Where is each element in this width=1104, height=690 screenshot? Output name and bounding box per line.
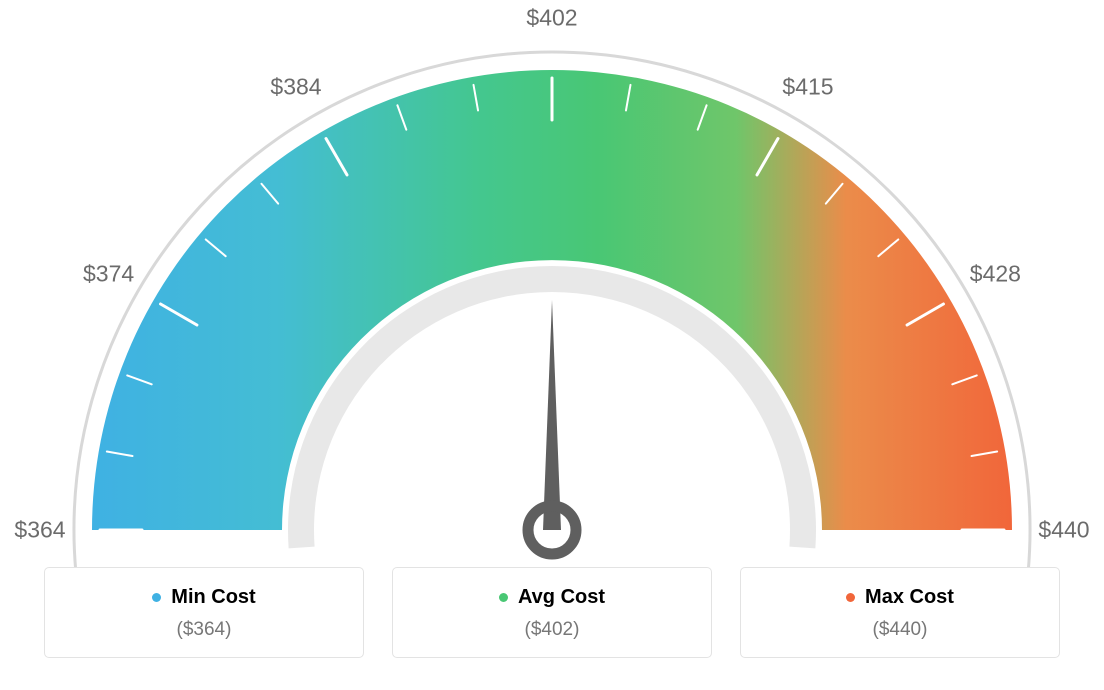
- legend-row: Min Cost ($364) Avg Cost ($402) Max Cost…: [44, 567, 1060, 658]
- legend-value: ($402): [393, 619, 711, 641]
- gauge-tick-label: $402: [526, 5, 577, 32]
- gauge-svg: [52, 20, 1052, 580]
- gauge-tick-label: $374: [83, 261, 134, 288]
- legend-value: ($364): [45, 619, 363, 641]
- gauge-tick-label: $415: [782, 73, 833, 100]
- gauge-tick-label: $384: [270, 73, 321, 100]
- legend-value: ($440): [741, 619, 1059, 641]
- dot-icon: [152, 593, 161, 602]
- gauge-tick-label: $440: [1038, 517, 1089, 544]
- gauge-chart: $364$374$384$402$415$428$440: [52, 20, 1052, 580]
- legend-label: Min Cost: [171, 586, 255, 609]
- legend-title-avg: Avg Cost: [499, 586, 605, 609]
- gauge-tick-label: $364: [14, 517, 65, 544]
- dot-icon: [846, 593, 855, 602]
- legend-label: Max Cost: [865, 586, 954, 609]
- dot-icon: [499, 593, 508, 602]
- legend-card-avg: Avg Cost ($402): [392, 567, 712, 658]
- legend-card-min: Min Cost ($364): [44, 567, 364, 658]
- gauge-tick-label: $428: [970, 261, 1021, 288]
- legend-title-min: Min Cost: [152, 586, 255, 609]
- legend-label: Avg Cost: [518, 586, 605, 609]
- legend-title-max: Max Cost: [846, 586, 954, 609]
- legend-card-max: Max Cost ($440): [740, 567, 1060, 658]
